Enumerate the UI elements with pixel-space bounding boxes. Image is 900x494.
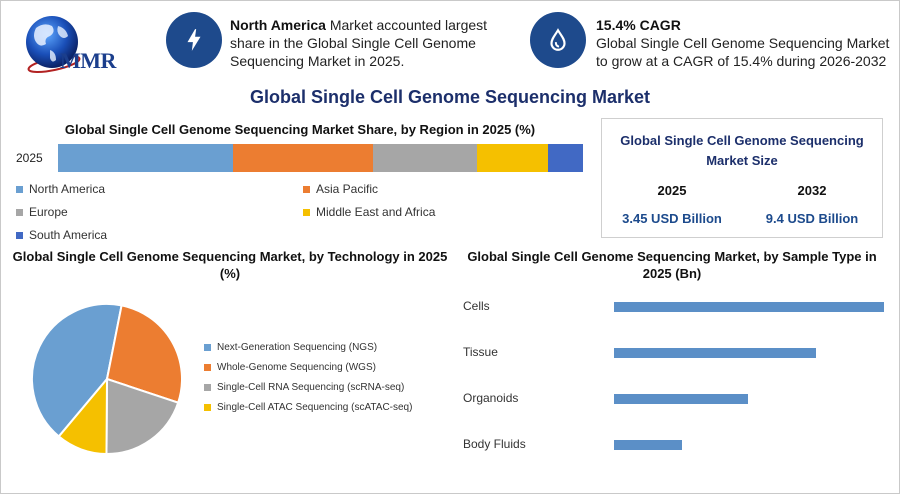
pie-slice (57, 376, 109, 456)
lightning-badge (166, 12, 222, 68)
fact1-bold: North America (230, 17, 326, 33)
size-year-2032: 2032 (797, 183, 827, 198)
legend-swatch (204, 344, 211, 351)
region-bar-category: 2025 (16, 151, 43, 165)
legend-label: Next-Generation Sequencing (NGS) (217, 342, 378, 353)
sample-type-label: Organoids (463, 391, 519, 405)
region-legend-item: North America (16, 182, 105, 196)
sample-type-bar (614, 348, 816, 358)
fact2-text: Global Single Cell Genome Sequencing Mar… (596, 35, 890, 69)
region-legend-item: Europe (16, 205, 68, 219)
legend-swatch (204, 364, 211, 371)
market-size-box: Global Single Cell Genome Sequencing Mar… (601, 118, 883, 238)
fact1-text: Market accounted largest share in the Gl… (230, 17, 488, 69)
region-bar-segment-north-america (58, 144, 233, 172)
sample-type-bar (614, 440, 682, 450)
technology-legend-item: Single-Cell RNA Sequencing (scRNA-seq) (204, 382, 404, 393)
legend-label: Middle East and Africa (316, 205, 436, 219)
legend-label: Asia Pacific (316, 182, 379, 196)
technology-legend-item: Next-Generation Sequencing (NGS) (204, 342, 377, 353)
logo-text: MMR (60, 48, 116, 73)
sample-type-bar (614, 394, 748, 404)
region-bar-segment-europe (372, 144, 477, 172)
region-stacked-bar (58, 144, 583, 172)
flame-drop-icon (550, 28, 566, 51)
lightning-icon (187, 29, 201, 51)
region-bar-segment-middle-east-and-africa (476, 144, 548, 172)
market-size-title: Global Single Cell Genome Sequencing Mar… (620, 133, 864, 168)
technology-legend-item: Single-Cell ATAC Sequencing (scATAC-seq) (204, 402, 412, 413)
mmr-globe-logo (26, 16, 81, 73)
main-title: Global Single Cell Genome Sequencing Mar… (249, 87, 651, 107)
sample-type-label: Tissue (463, 345, 498, 359)
region-bar-segment-asia-pacific (232, 144, 373, 172)
technology-pie-chart (31, 303, 183, 456)
pie-slice (105, 304, 183, 404)
size-year-2025: 2025 (657, 183, 687, 198)
sample-type-bar-chart: Cells Tissue Organoids Body Fluids (455, 285, 895, 475)
region-chart-title: Global Single Cell Genome Sequencing Mar… (64, 122, 536, 137)
legend-swatch (303, 185, 310, 193)
size-value-2025: 3.45 USD Billion (622, 211, 722, 226)
fact-cagr: 15.4% CAGR Global Single Cell Genome Sequ… (596, 16, 891, 70)
sample-type-chart-title: Global Single Cell Genome Sequencing Mar… (467, 249, 877, 281)
legend-label: Europe (29, 205, 68, 219)
legend-label: Single-Cell RNA Sequencing (scRNA-seq) (217, 382, 405, 393)
pie-slice (31, 303, 123, 438)
legend-label: Whole-Genome Sequencing (WGS) (217, 362, 376, 373)
fact2-bold: 15.4% CAGR (596, 17, 681, 33)
technology-chart-title: Global Single Cell Genome Sequencing Mar… (12, 249, 448, 281)
legend-swatch (204, 404, 211, 411)
pie-slice (105, 377, 180, 455)
legend-swatch (303, 208, 310, 216)
region-legend-item: Middle East and Africa (303, 205, 435, 219)
region-legend-item: South America (16, 228, 107, 242)
region-bar-segment-south-america (547, 144, 583, 172)
legend-label: South America (29, 228, 108, 242)
legend-label: Single-Cell ATAC Sequencing (scATAC-seq) (217, 402, 413, 413)
legend-swatch (16, 208, 23, 216)
legend-swatch (204, 384, 211, 391)
drop-badge (530, 12, 586, 68)
sample-type-bar (614, 302, 884, 312)
sample-type-label: Body Fluids (463, 437, 526, 451)
size-value-2032: 9.4 USD Billion (765, 211, 859, 226)
legend-swatch (16, 185, 23, 193)
region-legend-item: Asia Pacific (303, 182, 378, 196)
legend-label: North America (29, 182, 106, 196)
sample-type-label: Cells (463, 299, 490, 313)
technology-legend-item: Whole-Genome Sequencing (WGS) (204, 362, 376, 373)
legend-swatch (16, 231, 23, 239)
fact-north-america: North America Market accounted largest s… (230, 16, 520, 70)
